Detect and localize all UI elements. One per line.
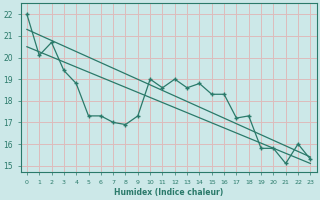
X-axis label: Humidex (Indice chaleur): Humidex (Indice chaleur) xyxy=(114,188,223,197)
